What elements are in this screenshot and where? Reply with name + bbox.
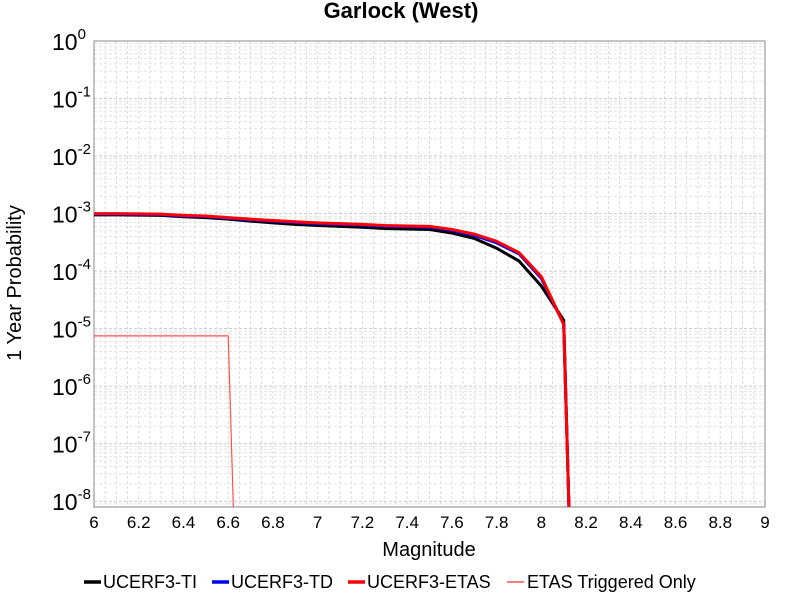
grid xyxy=(94,41,765,508)
chart-title: Garlock (West) xyxy=(324,0,479,23)
legend-label: UCERF3-TD xyxy=(231,572,333,592)
x-tick-label: 8 xyxy=(537,513,546,532)
y-tick-label: 10-4 xyxy=(52,256,91,285)
series-layer xyxy=(94,212,571,507)
x-tick-label: 9 xyxy=(760,513,769,532)
y-tick-label: 10-3 xyxy=(52,199,91,228)
y-tick-label: 10-1 xyxy=(52,84,91,113)
x-tick-label: 8.8 xyxy=(708,513,732,532)
x-tick-label: 8.4 xyxy=(619,513,643,532)
x-tick-labels: 6 6.2 6.4 6.6 6.8 7 7.2 7.4 7.6 7.8 8 8.2 8.4 8.6 8.8 9 xyxy=(89,513,769,532)
y-tick-labels: 100 10-1 10-2 10-3 10-4 10-5 10-6 10-7 10-8 xyxy=(52,26,91,515)
series-line-ucerf3-etas xyxy=(94,212,571,507)
series-line-etas-triggered-only xyxy=(94,335,234,507)
x-tick-label: 7.2 xyxy=(351,513,375,532)
y-axis-label: 1 Year Probability xyxy=(4,205,26,361)
x-tick-label: 8.6 xyxy=(664,513,688,532)
y-tick-label: 10-2 xyxy=(52,141,91,170)
y-tick-label: 10-6 xyxy=(52,371,91,400)
y-tick-label: 10-7 xyxy=(52,429,91,458)
legend-label: ETAS Triggered Only xyxy=(527,572,696,592)
legend-label: UCERF3-TI xyxy=(103,572,197,592)
x-tick-label: 7.6 xyxy=(440,513,464,532)
x-tick-label: 6.8 xyxy=(261,513,285,532)
legend: UCERF3-TI UCERF3-TD UCERF3-ETAS ETAS Trigge… xyxy=(84,572,696,592)
legend-label: UCERF3-ETAS xyxy=(367,572,491,592)
y-tick-label: 100 xyxy=(52,26,86,55)
x-tick-label: 7 xyxy=(313,513,322,532)
x-tick-label: 6 xyxy=(89,513,98,532)
x-tick-label: 7.8 xyxy=(485,513,509,532)
x-tick-label: 7.4 xyxy=(395,513,419,532)
x-tick-label: 6.4 xyxy=(172,513,196,532)
x-tick-label: 6.2 xyxy=(127,513,151,532)
x-tick-label: 8.2 xyxy=(574,513,598,532)
plot-area-border xyxy=(93,40,766,508)
x-tick-label: 6.6 xyxy=(216,513,240,532)
y-tick-label: 10-5 xyxy=(52,314,91,343)
x-axis-label: Magnitude xyxy=(382,539,475,561)
y-tick-label: 10-8 xyxy=(52,486,91,515)
